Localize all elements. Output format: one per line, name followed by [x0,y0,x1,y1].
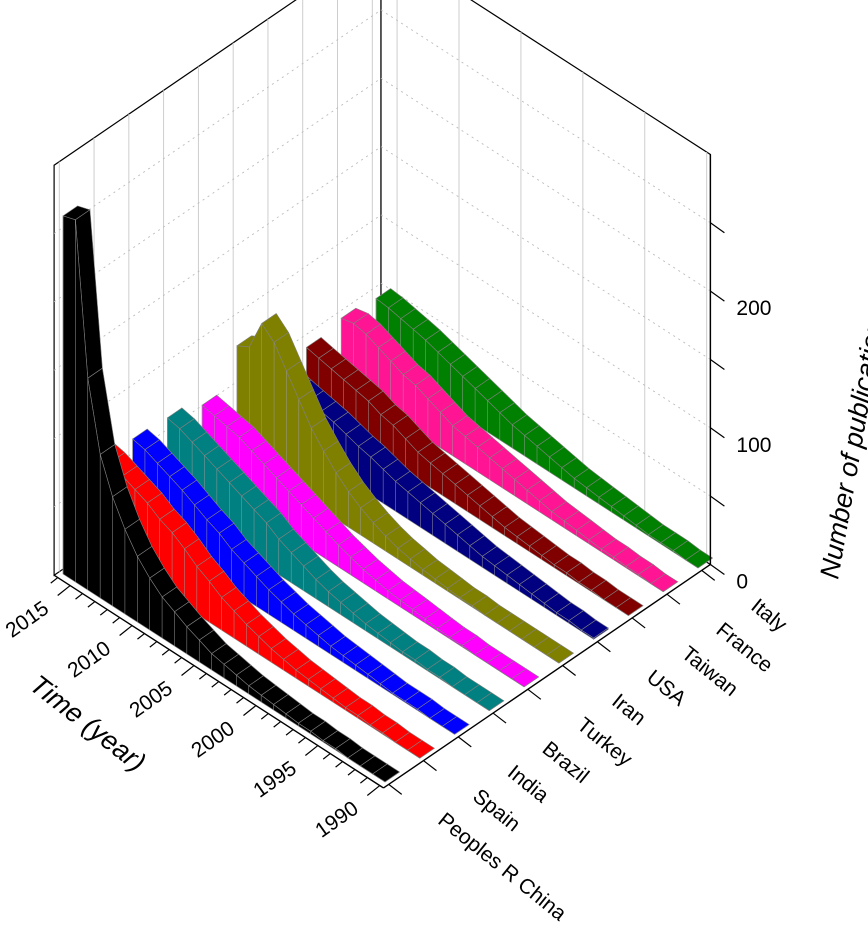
year-tick [87,601,96,608]
ribbon-front-face [201,404,525,688]
series-tick [631,617,646,629]
series-taiwan [305,337,644,616]
year-tick [149,641,158,648]
year-tick [285,729,294,736]
series-tick [492,712,507,724]
year-tick [174,657,183,664]
ribbon-end-cap [384,771,400,783]
series-tick-label: Italy [747,594,792,636]
year-tick [161,649,170,656]
year-tick [347,769,356,776]
year-tick [211,681,220,688]
ribbon-end-cap [628,605,644,616]
chart-walls [53,0,712,577]
series-brazil [166,407,505,712]
year-tick [273,721,282,728]
series-tick [701,569,716,581]
ribbon-front-face [167,417,490,711]
series-tick [527,688,542,700]
value-tick [710,495,725,507]
year-tick [137,633,145,640]
ribbon-end-cap [593,627,609,640]
series-turkey [201,394,540,688]
year-tick-label: 1990 [311,797,362,843]
ribbon-end-cap [489,700,505,711]
ribbon-end-cap [558,652,574,664]
year-tick-label: 1995 [249,757,300,803]
series-ribbons [62,205,714,783]
series-usa [271,358,609,640]
value-tick [710,563,725,575]
year-tick-label: 2015 [2,597,53,643]
value-tick [710,427,725,439]
series-peoples-r-china [62,205,401,783]
year-tick [99,609,108,616]
ribbon-front-face [132,438,455,735]
z-axis-title: Number of publications [814,304,868,581]
value-tick-label: 100 [736,434,771,457]
series-tick [666,593,681,605]
year-tick [260,713,269,720]
year-tick [305,745,319,756]
year-tick-label: 2010 [64,637,115,683]
ribbon-end-cap [454,724,470,735]
year-tick [366,785,381,796]
year-tick-label: 2000 [187,717,238,763]
year-tick [243,705,257,716]
series-tick [423,760,437,772]
ribbon-end-cap [697,557,713,569]
year-tick [236,697,244,704]
series-axis-line [383,563,711,789]
year-tick-label: 2005 [125,677,176,723]
value-tick-label: 0 [736,571,748,594]
year-tick [199,673,207,680]
year-tick [181,665,195,676]
year-tick [360,777,368,784]
year-tick [322,753,331,760]
ribbon-front-face [306,346,629,616]
series-tick-label: Brazil [538,737,593,788]
year-tick [298,737,306,744]
year-tick [75,593,83,600]
value-tick [710,290,725,302]
ribbon-end-cap [419,747,435,759]
year-tick [119,625,133,636]
series-tick [597,641,611,653]
value-tick [710,358,725,370]
series-france [340,307,679,593]
value-tick-label: 200 [736,297,771,320]
ribbon-front-face [340,317,664,593]
value-tick [710,222,725,234]
year-tick [50,577,59,584]
year-tick [223,689,232,696]
ribbon-end-cap [663,581,678,593]
series-tick [562,665,576,676]
series-tick-label: India [503,761,553,808]
series-tick-label: USA [642,666,690,711]
ribbon-end-cap [523,676,539,688]
year-tick [57,585,71,596]
series-tick-label: Iran [607,690,650,731]
series-tick [457,736,472,748]
series-tick [388,783,403,795]
series-tick-label: Spain [468,785,524,837]
year-tick [112,617,121,624]
year-tick [335,761,344,768]
x-axis-title: Time (year) [24,669,151,777]
series-india [132,428,470,735]
